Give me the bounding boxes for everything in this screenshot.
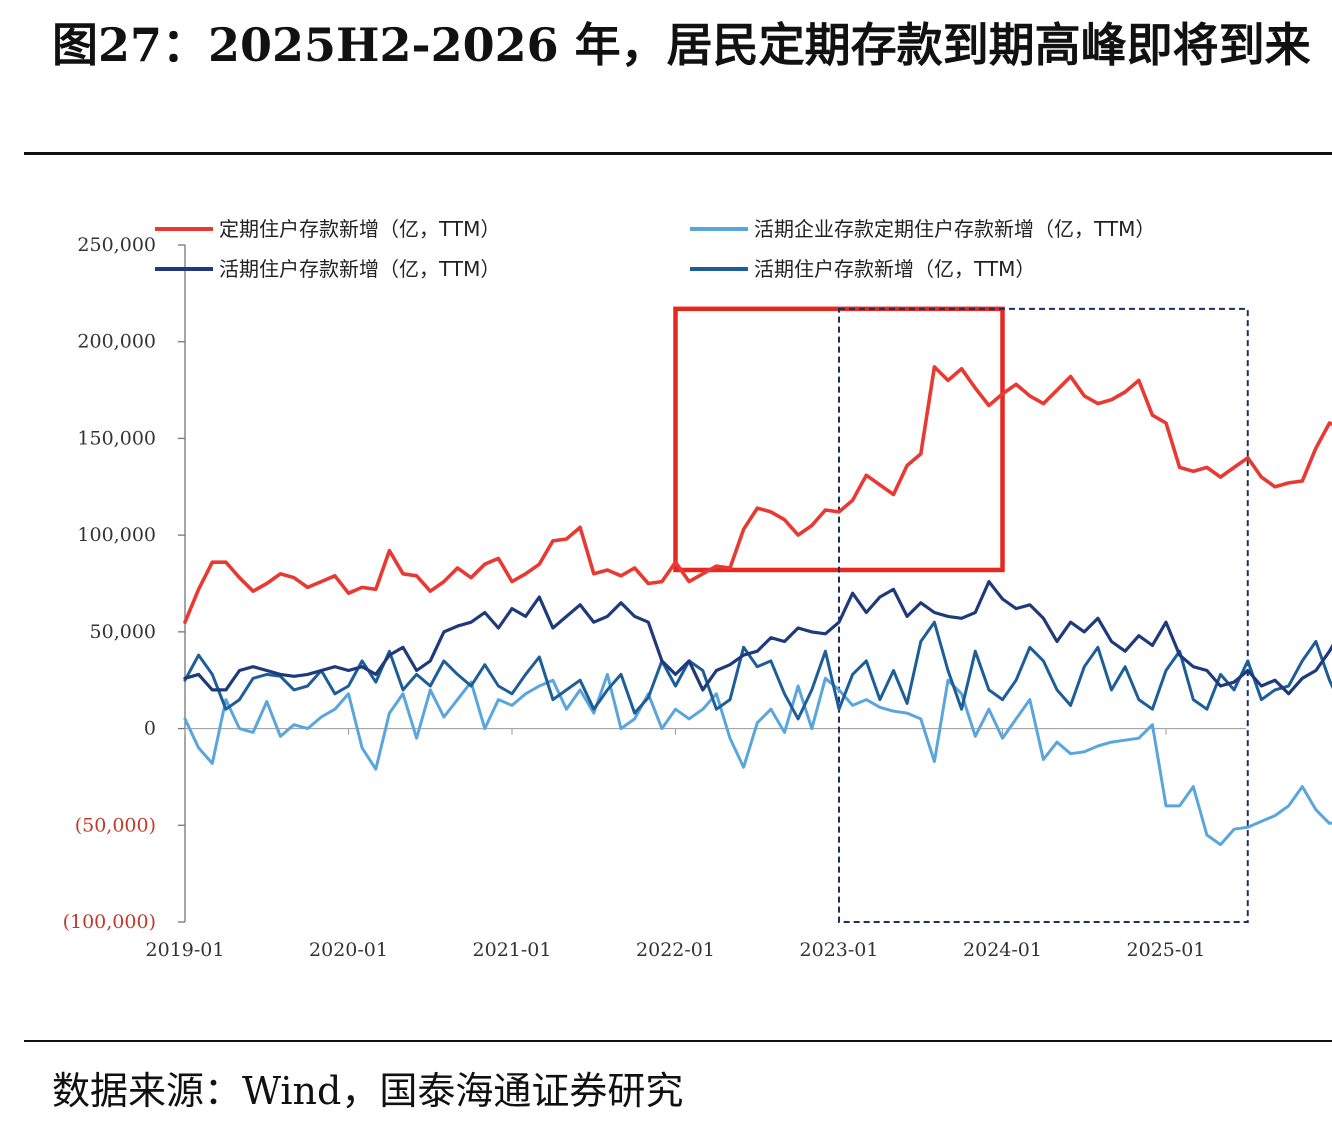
y-tick-label: 250,000 bbox=[77, 234, 156, 256]
x-tick-label: 2020-01 bbox=[309, 939, 388, 961]
y-tick-label: 200,000 bbox=[77, 331, 156, 353]
x-axis: 2019-01 2020-01 2021-01 2022-01 2023-01 2024-… bbox=[146, 728, 1246, 961]
series-line-light bbox=[183, 672, 1332, 847]
x-tick-label: 2023-01 bbox=[800, 939, 879, 961]
deposit-line-chart: 250,000 200,000 150,000 100,000 50,000 0 (50,0… bbox=[63, 217, 1332, 961]
y-tick-label: 0 bbox=[144, 718, 156, 740]
y-tick-label: 100,000 bbox=[77, 524, 156, 546]
source-note: 数据来源：Wind，国泰海通证券研究 bbox=[52, 1069, 684, 1113]
legend-label: 活期住户存款新增（亿，TTM） bbox=[219, 257, 500, 281]
series-line-mid bbox=[183, 620, 1332, 721]
y-axis: 250,000 200,000 150,000 100,000 50,000 0 (50,0… bbox=[63, 234, 186, 933]
dashed-highlight-box bbox=[838, 307, 1249, 923]
x-tick-label: 2019-01 bbox=[146, 939, 225, 961]
y-tick-label: 150,000 bbox=[77, 427, 156, 449]
series-line-navy bbox=[183, 580, 1332, 696]
x-tick-label: 2021-01 bbox=[473, 939, 552, 961]
annotations bbox=[673, 306, 1249, 923]
legend: 定期住户存款新增（亿，TTM） 活期企业存款定期住户存款新增（亿，TTM） 活期住户… bbox=[155, 217, 1155, 281]
series-line-red bbox=[183, 365, 1332, 625]
y-tick-label: 50,000 bbox=[90, 621, 156, 643]
x-tick-label: 2025-01 bbox=[1127, 939, 1206, 961]
y-tick-label: (50,000) bbox=[75, 814, 156, 836]
top-rule bbox=[24, 152, 1332, 155]
bottom-rule bbox=[24, 1040, 1332, 1042]
legend-label: 定期住户存款新增（亿，TTM） bbox=[219, 217, 500, 241]
y-tick-label: (100,000) bbox=[63, 911, 156, 933]
x-tick-label: 2022-01 bbox=[636, 939, 715, 961]
legend-label: 活期住户存款新增（亿，TTM） bbox=[754, 257, 1035, 281]
figure-title: 图27：2025H2-2026 年，居民定期存款到期高峰即将到来 bbox=[52, 18, 1311, 72]
legend-label: 活期企业存款定期住户存款新增（亿，TTM） bbox=[754, 217, 1155, 241]
series-lines bbox=[183, 365, 1332, 847]
x-tick-label: 2024-01 bbox=[963, 939, 1042, 961]
